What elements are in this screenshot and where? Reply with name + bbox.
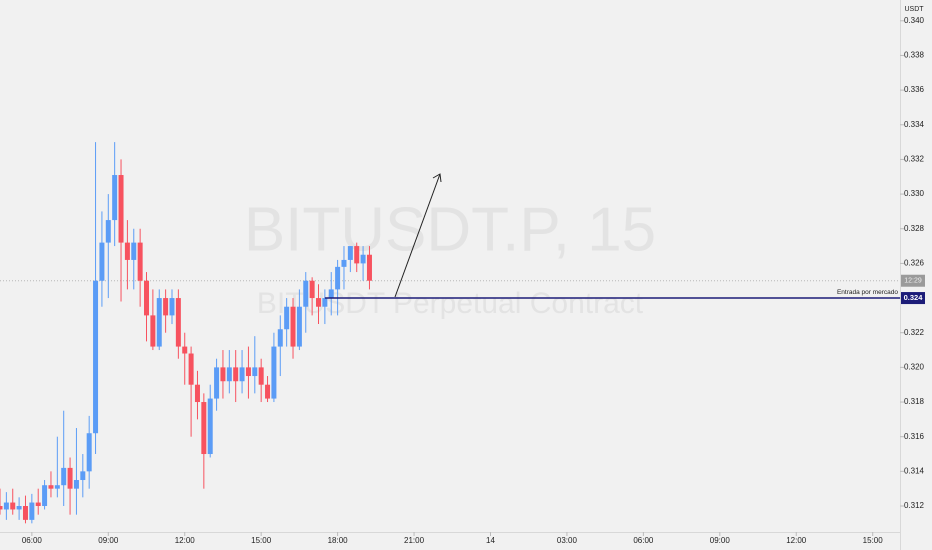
countdown-box: [901, 274, 925, 287]
y-tick-label: 0.336: [904, 85, 925, 94]
y-tick-label: 0.328: [904, 224, 925, 233]
candle-body: [105, 220, 111, 243]
x-tick-label: 15:00: [863, 536, 884, 545]
candle-body: [360, 254, 366, 264]
x-tick-label: 14: [486, 536, 495, 545]
y-unit: USDT: [904, 6, 924, 13]
candle-body: [239, 367, 245, 382]
candle-body: [258, 367, 264, 385]
candle-body: [175, 298, 181, 347]
y-tick-label: 0.340: [904, 16, 925, 25]
candle-body: [118, 175, 124, 243]
candle-body: [201, 402, 207, 455]
candle-body: [124, 242, 130, 260]
candle-body: [245, 367, 251, 377]
candle-body: [188, 353, 194, 385]
x-tick-label: 21:00: [404, 536, 425, 545]
x-tick-label: 09:00: [710, 536, 731, 545]
candle-body: [16, 506, 22, 510]
x-tick-label: 12:00: [175, 536, 196, 545]
candle-body: [112, 175, 118, 221]
candle-body: [10, 502, 16, 510]
candle-body: [35, 502, 41, 507]
candle-body: [316, 298, 321, 307]
x-tick-label: 06:00: [22, 536, 43, 545]
candle-body: [182, 346, 188, 354]
y-tick-label: 0.330: [904, 189, 925, 198]
candle-body: [156, 298, 162, 347]
candle-body: [80, 471, 86, 481]
candle-body: [22, 506, 28, 520]
candle-body: [290, 306, 296, 347]
candle-body: [150, 315, 156, 347]
candle-body: [284, 306, 290, 330]
candle-body: [252, 367, 258, 377]
candle-body: [296, 306, 302, 347]
x-tick-label: 18:00: [328, 536, 349, 545]
y-tick-label: 0.322: [904, 328, 925, 337]
candle-body: [335, 266, 341, 290]
candle-body: [194, 384, 200, 403]
candle-body: [29, 502, 35, 520]
entry-value: 0.324: [904, 293, 924, 302]
arrow-line: [394, 173, 441, 298]
candle-body: [354, 246, 360, 264]
candle-body: [137, 242, 143, 281]
candle-body: [73, 480, 79, 489]
x-tick-label: 03:00: [557, 536, 578, 545]
y-tick-label: 0.332: [904, 155, 925, 164]
candle-body: [169, 298, 175, 316]
x-tick-label: 06:00: [633, 536, 654, 545]
arrow-head: [432, 173, 442, 183]
entry-value-box: [901, 292, 925, 305]
candle-body: [265, 384, 271, 399]
y-tick-label: 0.314: [904, 466, 925, 475]
countdown: 12:29: [904, 278, 922, 285]
y-tick-label: 0.316: [904, 432, 925, 441]
candle-body: [61, 467, 67, 486]
candle-body: [366, 254, 372, 281]
y-tick-label: 0.312: [904, 501, 925, 510]
candle-body: [67, 467, 73, 489]
x-tick-label: 09:00: [98, 536, 119, 545]
x-tick-label: 15:00: [251, 536, 272, 545]
candle-body: [54, 485, 60, 489]
y-tick-label: 0.320: [904, 362, 925, 371]
candle-body: [99, 242, 105, 281]
y-tick-label: 0.318: [904, 397, 925, 406]
candle-body: [48, 485, 54, 489]
candle-body: [86, 433, 92, 472]
candle-body: [3, 502, 9, 510]
candle-body: [214, 367, 220, 399]
candle-body: [131, 242, 137, 260]
candle-body: [220, 367, 226, 382]
y-tick-label: 0.334: [904, 120, 925, 129]
candle-body: [322, 298, 328, 307]
entry-label: Entrada por mercado: [837, 289, 898, 296]
candle-body: [303, 280, 309, 307]
candle-body: [42, 485, 48, 507]
watermark: BITUSDT.P, 15: [244, 195, 656, 264]
x-tick-label: 12:00: [786, 536, 807, 545]
candle-body: [347, 246, 353, 260]
candle-body: [271, 346, 277, 399]
candle-body: [144, 280, 150, 316]
y-tick-label: 0.338: [904, 51, 925, 60]
candle-body: [0, 506, 3, 510]
y-tick-label: 0.326: [904, 259, 925, 268]
candle-body: [233, 367, 239, 382]
candle-body: [163, 298, 169, 316]
candle-body: [328, 289, 334, 299]
candle-body: [226, 367, 232, 382]
candle-body: [341, 259, 347, 267]
candle-body: [309, 280, 315, 299]
candle-body: [93, 280, 99, 434]
candle-body: [277, 329, 283, 347]
watermark-subtitle: BITUSDT Perpetual Contract: [257, 287, 644, 320]
candle-body: [207, 398, 213, 455]
